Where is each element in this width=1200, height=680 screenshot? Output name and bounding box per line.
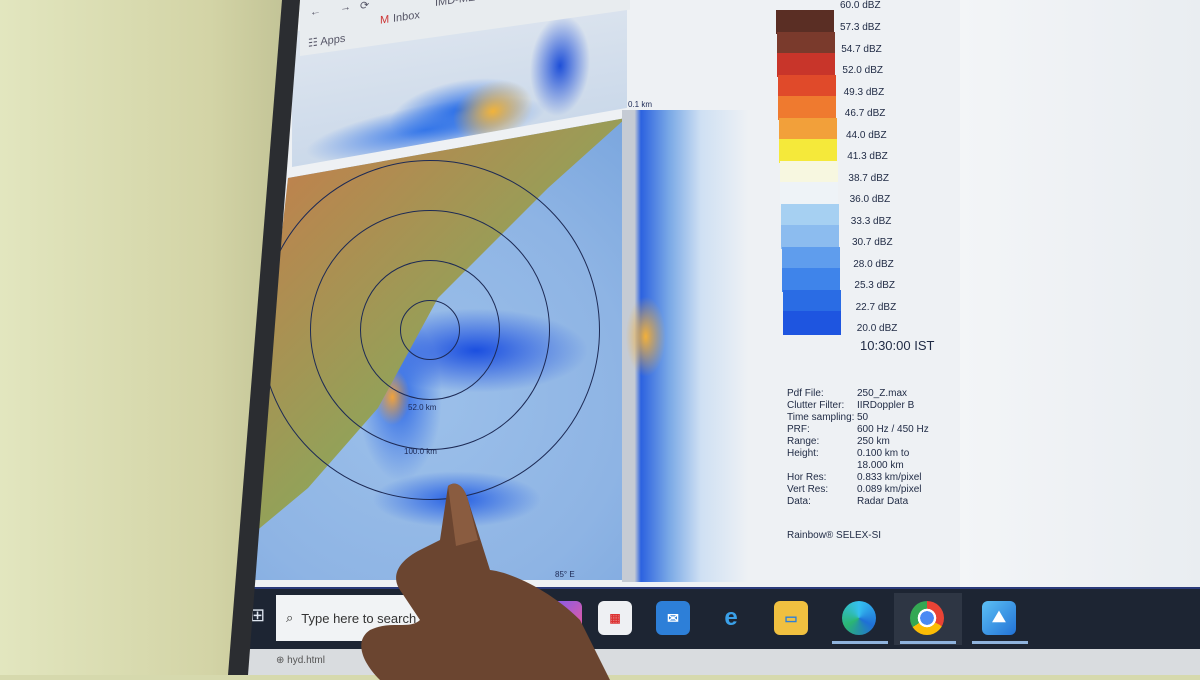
internet-explorer-icon[interactable]: e (724, 604, 738, 631)
legend-swatch (777, 74, 836, 99)
info-row: Data: Radar Data (787, 496, 929, 508)
radar-cross-section-side (622, 110, 780, 582)
legend-label: 54.7 dBZ (841, 43, 882, 55)
legend-label: 30.7 dBZ (852, 237, 893, 248)
legend-label: 49.3 dBZ (843, 86, 885, 98)
info-row: Hor Res: 0.833 km/pixel (787, 472, 929, 484)
info-key: Data: (787, 496, 811, 507)
legend-swatch (781, 246, 840, 271)
info-row: Height: 0.100 km to (787, 448, 929, 460)
photos-icon[interactable]: ⛰ (982, 601, 1016, 635)
legend-swatch (779, 160, 838, 185)
info-row: Vert Res: 0.089 km/pixel (787, 484, 929, 496)
legend-swatch (781, 225, 839, 249)
legend-swatch (782, 289, 841, 314)
gmail-icon: M (380, 13, 390, 27)
legend-label: 33.3 dBZ (850, 215, 892, 227)
legend-swatch (780, 182, 838, 206)
legend-label: 36.0 dBZ (849, 194, 891, 205)
back-icon[interactable]: ← (310, 5, 321, 19)
reload-icon[interactable]: ⟳ (360, 0, 370, 13)
legend-swatch (783, 311, 841, 335)
bookmark-apps-label: Apps (320, 32, 346, 49)
active-indicator (900, 641, 956, 644)
info-value: 600 Hz / 450 Hz (857, 424, 929, 435)
globe-icon: ⊕ (276, 655, 288, 666)
info-value: 0.100 km to (857, 448, 910, 459)
legend-swatch (777, 53, 835, 77)
file-explorer-icon[interactable]: ▭ (774, 601, 808, 635)
info-key: Height: (787, 448, 819, 459)
info-key: Hor Res: (787, 472, 827, 483)
search-icon: ⌕ (286, 610, 294, 625)
legend-swatch (778, 96, 836, 120)
info-value: 0.089 km/pixel (857, 484, 922, 495)
search-placeholder: Type here to search (301, 610, 417, 626)
ring-label: 52.0 km (408, 403, 437, 412)
info-value: IIRDoppler B (857, 400, 915, 411)
outlook-icon[interactable]: ✉ (656, 601, 690, 635)
info-key: Clutter Filter: (787, 400, 845, 411)
credit: Rainbow® SELEX-SI (787, 530, 882, 541)
legend-label: 25.3 dBZ (854, 280, 895, 291)
legend-label: 60.0 dBZ (840, 0, 881, 11)
legend-label: 28.0 dBZ (853, 258, 894, 270)
timestamp: 10:30:00 IST (860, 338, 935, 353)
dbz-color-legend: 60.0 dBZ 57.3 dBZ 54.7 dBZ 52.0 dBZ 49.3 dB… (776, 0, 956, 360)
info-key: Time sampling: (787, 412, 855, 423)
legend-label: 20.0 dBZ (856, 323, 898, 334)
info-row: Range: 250 km (787, 436, 929, 448)
legend-label: 52.0 dBZ (842, 65, 883, 76)
info-value: 250_Z.max (857, 388, 908, 399)
legend-swatch (778, 117, 837, 142)
info-value: Radar Data (857, 496, 909, 507)
active-indicator (972, 641, 1028, 644)
windows-start-icon[interactable]: ⊞ (250, 605, 266, 625)
info-key: Range: (787, 436, 820, 447)
store-icon[interactable]: ▦ (598, 601, 632, 635)
info-row: Clutter Filter: IIRDoppler B (787, 400, 929, 412)
legend-swatch (779, 139, 837, 163)
bookmark-imd-metar[interactable]: IMD-METAR (435, 0, 497, 9)
legend-swatch (776, 31, 835, 56)
blank-pane (960, 0, 1200, 590)
info-row: PRF: 600 Hz / 450 Hz (787, 424, 929, 436)
legend-swatch (782, 268, 840, 292)
legend-label: 38.7 dBZ (848, 172, 889, 184)
info-value: 250 km (857, 436, 890, 447)
bookmark-apps[interactable]: ☷ Apps (308, 32, 345, 50)
radar-info-panel: Pdf File: 250_Z.max Clutter Filter: IIRDopp… (787, 388, 929, 508)
ring-label: 100.0 km (404, 447, 437, 456)
info-key: PRF: (787, 424, 810, 435)
pointing-hand (361, 483, 610, 680)
info-value: 50 (857, 412, 869, 423)
info-value: 18.000 km (857, 460, 904, 471)
legend-label: 57.3 dBZ (840, 22, 881, 33)
info-key: Pdf File: (787, 388, 824, 399)
apps-grid-icon: ☷ (308, 36, 321, 50)
info-row: 18.000 km (787, 460, 929, 472)
legend-label: 46.7 dBZ (844, 108, 886, 119)
active-indicator (832, 641, 888, 644)
forward-icon[interactable]: → (340, 0, 351, 15)
info-row: Pdf File: 250_Z.max (787, 388, 929, 400)
edge-icon[interactable] (842, 601, 876, 635)
longitude-label: 85° E (555, 570, 575, 579)
legend-swatch (776, 10, 834, 34)
tab-hyd-html[interactable]: hyd.html (287, 655, 325, 666)
legend-swatch (780, 203, 839, 228)
info-key (787, 460, 857, 472)
bookmark-inbox[interactable]: Inbox (393, 9, 420, 25)
legend-label: 41.3 dBZ (847, 151, 888, 162)
info-key: Vert Res: (787, 484, 829, 495)
legend-label: 22.7 dBZ (855, 301, 897, 313)
info-row: Time sampling: 50 (787, 412, 929, 424)
info-value: 0.833 km/pixel (857, 472, 922, 483)
height-label: 0.1 km (628, 100, 653, 109)
chrome-icon[interactable] (910, 601, 944, 635)
legend-label: 44.0 dBZ (846, 129, 887, 141)
